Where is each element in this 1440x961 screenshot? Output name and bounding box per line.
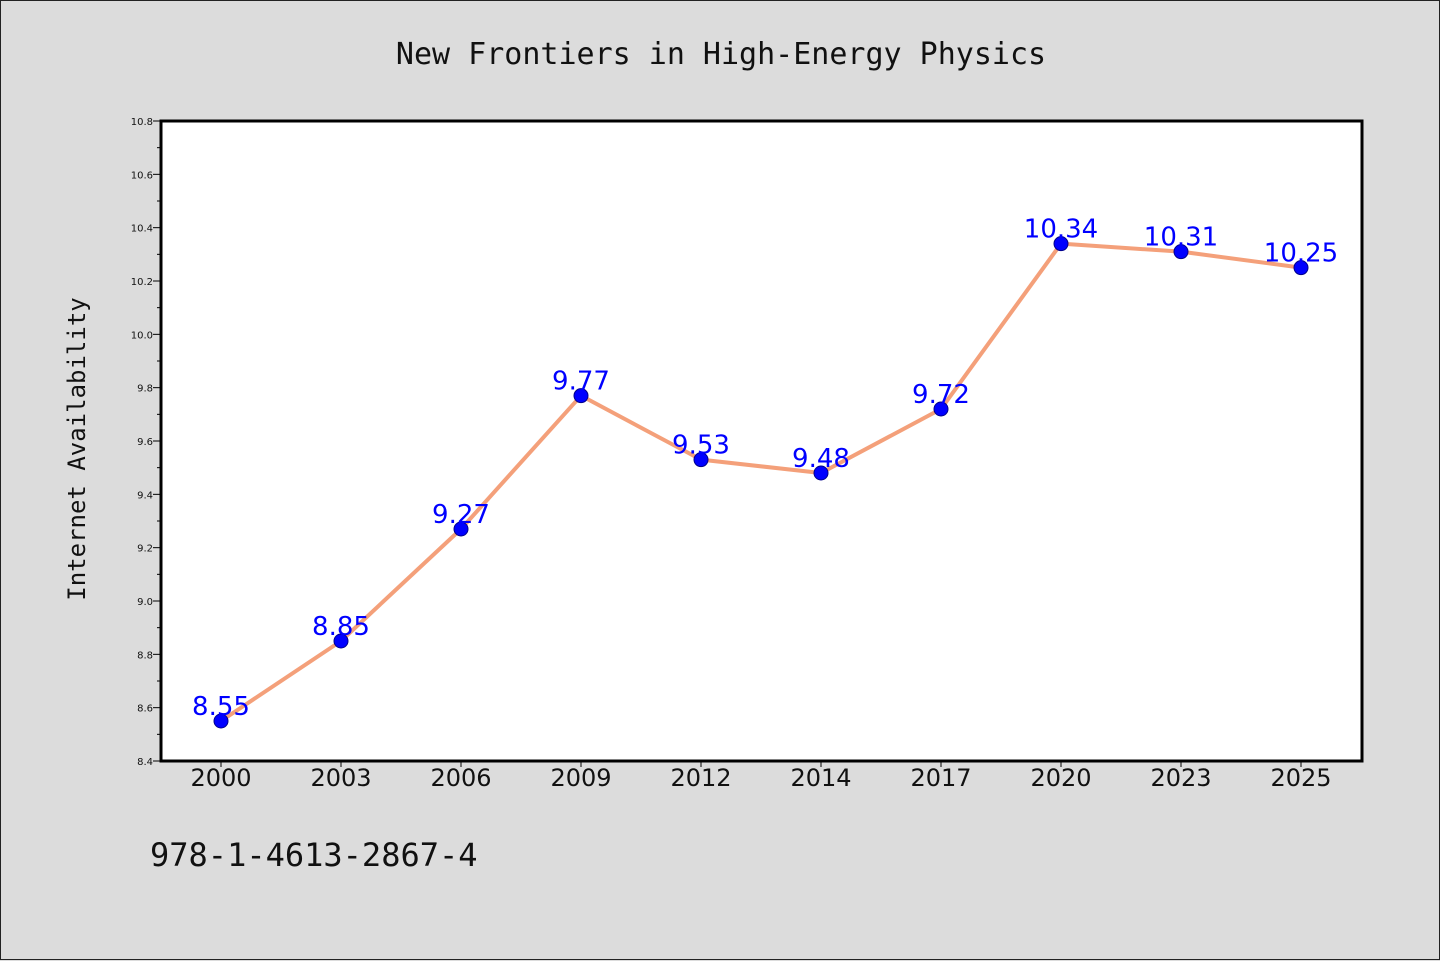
- data-point: [213, 713, 229, 729]
- data-point: [1173, 244, 1189, 260]
- data-label: 9.77: [552, 367, 610, 397]
- y-tick-label: 10.0: [131, 330, 153, 341]
- plot-area: [161, 121, 1362, 761]
- data-label: 9.48: [792, 444, 850, 474]
- data-label: 8.85: [312, 612, 370, 642]
- y-tick-label: 8.6: [137, 704, 153, 715]
- y-tick-label: 8.4: [137, 757, 153, 768]
- y-tick-label: 10.4: [131, 224, 153, 235]
- data-point: [333, 633, 349, 649]
- data-label: 10.25: [1264, 239, 1338, 269]
- chart-title: New Frontiers in High-Energy Physics: [396, 37, 1046, 72]
- series-line-group: 8.55 8.85 9.27 9.77 9.53 9.48 9.72 10.34 10.31 10…: [192, 215, 1338, 729]
- y-tick-label: 9.2: [137, 544, 153, 555]
- y-axis-label: Internet Availability: [63, 297, 91, 600]
- x-tick-label: 2009: [550, 764, 611, 792]
- data-label: 9.27: [432, 500, 490, 530]
- x-tick-label: 2020: [1030, 764, 1091, 792]
- data-point: [693, 452, 709, 468]
- data-point: [573, 388, 589, 404]
- data-label: 8.55: [192, 692, 250, 722]
- x-tick-label: 2003: [310, 764, 371, 792]
- y-tick-label: 10.8: [131, 117, 153, 128]
- plot-border: [159, 119, 1364, 763]
- data-label: 9.72: [912, 380, 970, 410]
- x-tick-label: 2023: [1150, 764, 1211, 792]
- x-axis-ticks: 2000 2003 2006 2009 2012 2014 2017 2020 2023 2025: [190, 761, 1332, 792]
- y-tick-label: 9.4: [137, 490, 153, 501]
- y-tick-label: 9.8: [137, 384, 153, 395]
- x-tick-label: 2014: [790, 764, 851, 792]
- x-tick-label: 2006: [430, 764, 491, 792]
- y-tick-label: 8.8: [137, 650, 153, 661]
- data-point: [1053, 236, 1069, 252]
- data-point: [933, 401, 949, 417]
- x-tick-label: 2017: [910, 764, 971, 792]
- data-point: [453, 521, 469, 537]
- x-tick-label: 2012: [670, 764, 731, 792]
- data-point: [1293, 260, 1309, 276]
- y-tick-label: 10.2: [131, 277, 153, 288]
- y-tick-label: 9.0: [137, 597, 153, 608]
- x-tick-label: 2000: [190, 764, 251, 792]
- data-label: 10.34: [1024, 215, 1098, 245]
- y-tick-label: 9.6: [137, 437, 153, 448]
- x-tick-label: 2025: [1270, 764, 1331, 792]
- data-point: [813, 465, 829, 481]
- series-line: [219, 241, 1302, 723]
- y-tick-label: 10.6: [131, 170, 153, 181]
- isbn-text: 978-1-4613-2867-4: [150, 836, 478, 874]
- data-label: 10.31: [1144, 223, 1218, 253]
- y-axis-ticks: 8.4 8.6 8.8 9.0 9.2 9.4 9.6 9.8 10.0 10.2 10.4 10.6…: [131, 117, 161, 768]
- data-label: 9.53: [672, 431, 730, 461]
